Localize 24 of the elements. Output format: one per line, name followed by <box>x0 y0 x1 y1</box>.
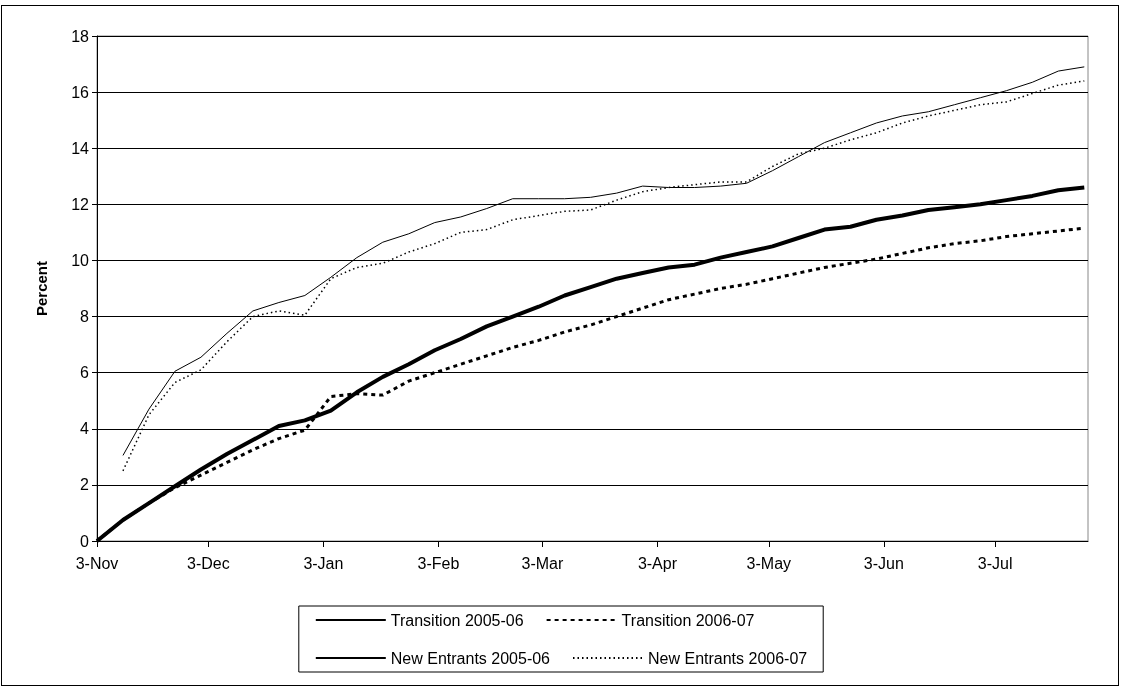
legend-label: Transition 2006-07 <box>621 611 755 629</box>
x-tick-label: 3-Jan <box>303 554 344 572</box>
legend-label: New Entrants 2005-06 <box>390 649 551 667</box>
y-tick-label: 18 <box>71 27 90 45</box>
y-tick-label: 6 <box>80 364 90 382</box>
y-tick-label: 4 <box>80 420 90 438</box>
y-tick-label: 0 <box>80 532 90 550</box>
x-tick-label: 3-Nov <box>75 554 119 572</box>
y-tick-label: 2 <box>80 476 90 494</box>
x-tick-label: 3-Dec <box>187 554 230 572</box>
x-tick-label: 3-Feb <box>417 554 460 572</box>
x-tick-label: 3-May <box>746 554 792 572</box>
x-tick-label: 3-Mar <box>521 554 564 572</box>
y-tick-label: 14 <box>71 139 90 157</box>
y-axis-title: Percent <box>33 260 50 317</box>
y-tick-label: 10 <box>71 251 90 269</box>
x-tick-label: 3-Apr <box>637 554 678 572</box>
y-tick-label: 12 <box>71 195 90 213</box>
x-tick-label: 3-Jun <box>863 554 904 572</box>
legend-label: Transition 2005-06 <box>390 611 524 629</box>
legend-label: New Entrants 2006-07 <box>648 649 808 667</box>
y-tick-label: 16 <box>71 83 90 101</box>
y-tick-label: 8 <box>80 308 90 326</box>
x-tick-label: 3-Jul <box>977 554 1013 572</box>
